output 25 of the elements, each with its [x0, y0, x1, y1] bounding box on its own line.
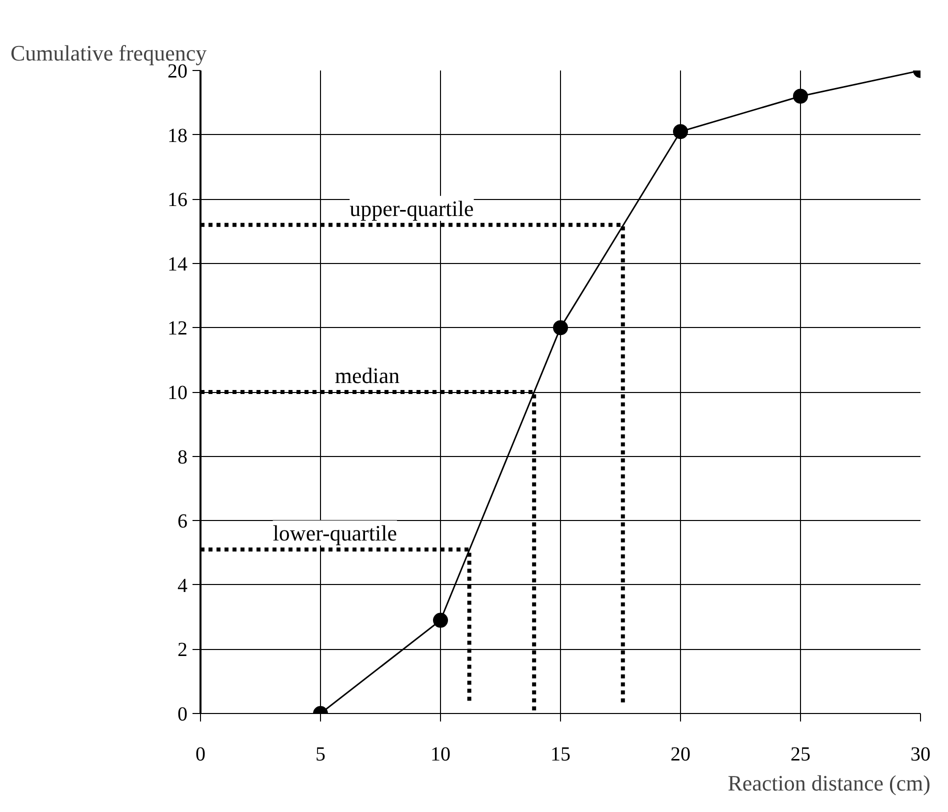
- y-tick-label: 14: [168, 253, 188, 276]
- x-tick-label: 10: [430, 744, 450, 766]
- annotation: median: [334, 363, 400, 388]
- x-tick-label: 30: [910, 744, 930, 766]
- y-tick-label: 16: [168, 189, 188, 212]
- point: [793, 88, 808, 104]
- x-tick-label: 15: [550, 744, 570, 766]
- y-tick-label: 10: [168, 382, 188, 404]
- y-tick-label: 2: [178, 639, 188, 662]
- annotation: lower-quartile: [272, 520, 397, 546]
- x-tick-label: 20: [670, 744, 690, 766]
- point: [673, 124, 688, 140]
- x-axis-title: Reaction distance (cm): [728, 770, 931, 796]
- annotation: upper-quartile: [350, 196, 474, 221]
- point: [553, 320, 568, 336]
- point: [433, 612, 448, 628]
- y-tick-label: 18: [168, 124, 188, 147]
- y-tick-label: 4: [178, 574, 188, 597]
- x-tick-label: 25: [790, 744, 810, 766]
- y-tick-label: 6: [178, 510, 188, 533]
- x-tick-label: 5: [316, 744, 326, 766]
- y-tick-label: 0: [178, 704, 188, 726]
- y-tick-label: 12: [168, 318, 188, 340]
- y-tick-label: 8: [178, 446, 188, 468]
- x-tick-label: 0: [196, 744, 206, 766]
